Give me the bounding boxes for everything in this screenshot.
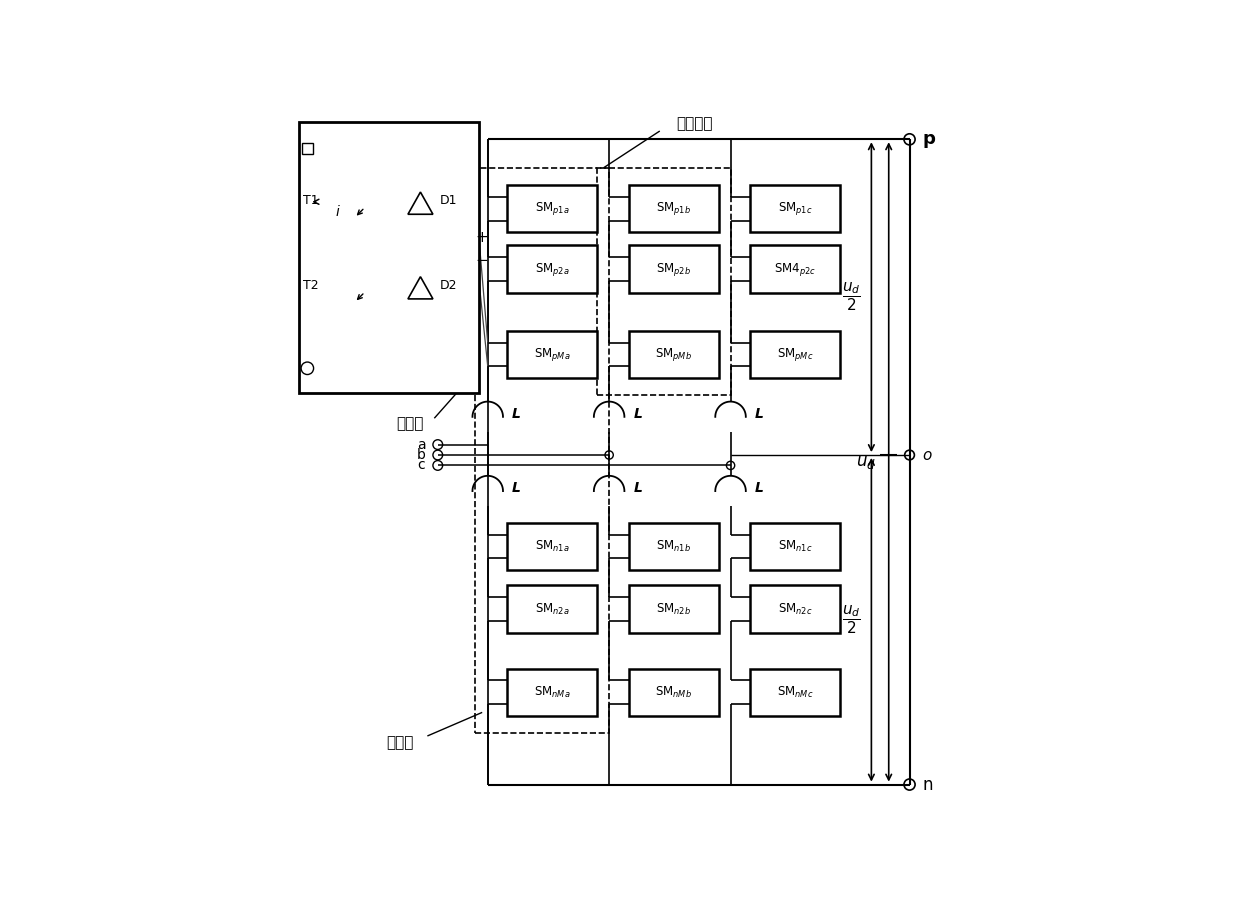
Bar [750,669,841,716]
Text: n: n [923,776,932,794]
Text: $o$: $o$ [923,448,932,462]
Text: L: L [512,481,521,496]
Bar [299,122,480,393]
Text: $\dfrac{u_d}{2}$: $\dfrac{u_d}{2}$ [842,281,861,314]
Bar [507,669,598,716]
Bar [629,586,719,633]
Text: $u_d$: $u_d$ [857,453,877,471]
Text: $\mathrm{SM}_{n1c}$: $\mathrm{SM}_{n1c}$ [777,539,812,554]
Text: p: p [923,131,935,149]
Bar [507,245,598,293]
Text: L: L [634,481,642,496]
Text: $\mathrm{SM}_{n2c}$: $\mathrm{SM}_{n2c}$ [777,602,812,616]
Text: L: L [512,407,521,421]
Bar [629,245,719,293]
Text: T2: T2 [303,278,319,292]
Bar [475,168,609,733]
Text: +: + [475,230,489,245]
Bar [629,331,719,378]
Text: $\mathrm{SM}_{n1a}$: $\mathrm{SM}_{n1a}$ [534,539,569,554]
Text: D1: D1 [440,194,458,207]
Text: $\mathrm{SM}_{nMb}$: $\mathrm{SM}_{nMb}$ [655,685,692,700]
Bar [750,185,841,232]
Text: L: L [755,407,764,421]
Text: $\mathrm{SM}_{n2b}$: $\mathrm{SM}_{n2b}$ [656,602,691,616]
Text: $\mathrm{SM}_{n2a}$: $\mathrm{SM}_{n2a}$ [534,602,569,616]
Text: $\dfrac{u_d}{2}$: $\dfrac{u_d}{2}$ [842,604,861,636]
Text: 子模块: 子模块 [397,416,424,432]
Bar [750,331,841,378]
Bar [629,523,719,570]
Bar [596,168,730,396]
Bar [750,245,841,293]
Text: $\mathrm{SM}_{nMa}$: $\mathrm{SM}_{nMa}$ [534,685,570,700]
Text: L: L [634,407,642,421]
Text: T1: T1 [303,194,319,207]
Bar [507,185,598,232]
Bar [629,669,719,716]
Text: a: a [417,438,425,451]
Text: $\mathrm{SM4}_{p2c}$: $\mathrm{SM4}_{p2c}$ [774,260,816,278]
Bar [507,586,598,633]
Text: $\mathrm{SM}_{n1b}$: $\mathrm{SM}_{n1b}$ [656,539,691,554]
Text: b: b [417,448,425,462]
Bar [507,523,598,570]
Text: $\mathrm{SM}_{pMb}$: $\mathrm{SM}_{pMb}$ [655,346,692,363]
Text: $\mathrm{SM}_{p1b}$: $\mathrm{SM}_{p1b}$ [656,200,691,217]
Text: $\mathrm{SM}_{pMa}$: $\mathrm{SM}_{pMa}$ [534,346,570,363]
Bar [507,331,598,378]
Text: −: − [475,253,489,268]
Text: $\mathrm{SM}_{p1c}$: $\mathrm{SM}_{p1c}$ [777,200,812,217]
Text: $\mathrm{SM}_{nMc}$: $\mathrm{SM}_{nMc}$ [776,685,813,700]
Text: $i$: $i$ [335,204,341,219]
Bar [301,142,312,154]
Bar [750,586,841,633]
Bar [750,523,841,570]
Text: 相单元: 相单元 [386,735,413,751]
Text: c: c [418,459,425,472]
Text: $\mathrm{SM}_{p2b}$: $\mathrm{SM}_{p2b}$ [656,260,691,278]
Text: $\mathrm{SM}_{p1a}$: $\mathrm{SM}_{p1a}$ [534,200,569,217]
Text: 桥臂单元: 桥臂单元 [676,116,713,131]
Text: $\mathrm{SM}_{p2a}$: $\mathrm{SM}_{p2a}$ [534,260,569,278]
Text: $\mathrm{SM}_{pMc}$: $\mathrm{SM}_{pMc}$ [776,346,813,363]
Text: L: L [755,481,764,496]
Text: D2: D2 [440,278,458,292]
Bar [629,185,719,232]
